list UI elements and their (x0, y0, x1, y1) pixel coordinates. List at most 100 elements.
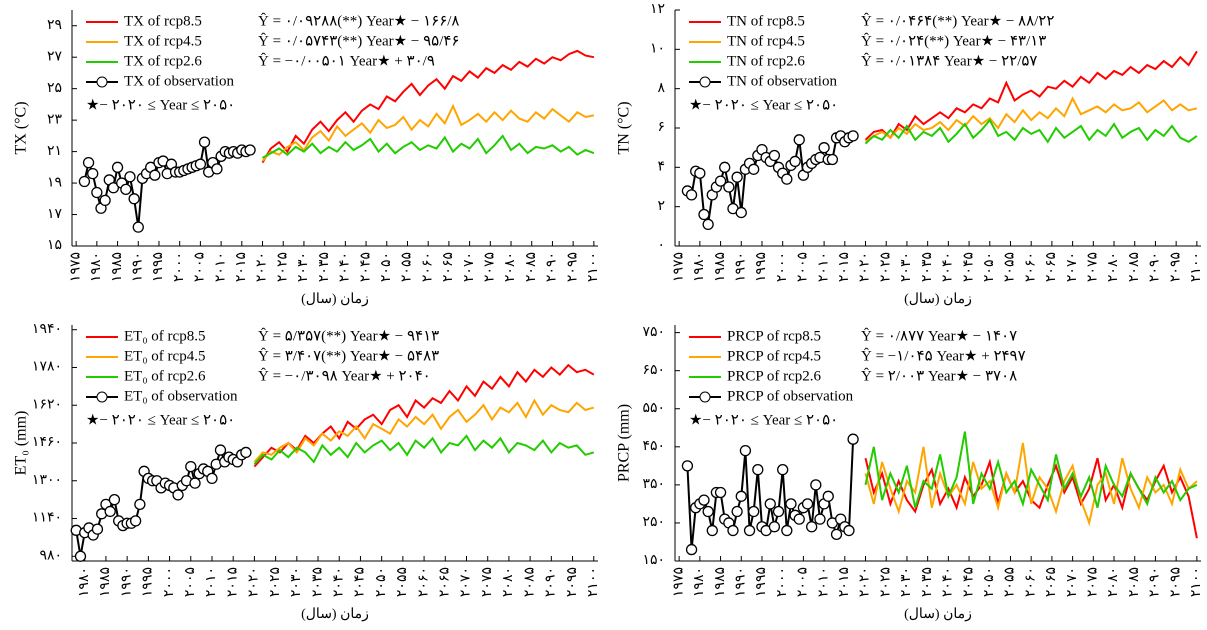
x-tick-label: ۲۰۵۰ (374, 567, 389, 597)
data-point (752, 463, 764, 476)
x-tick-label: ۲۰۸۵ (522, 567, 537, 597)
x-tick-label: ۲۰۹۰ (544, 567, 559, 597)
data-point (82, 156, 95, 169)
x-tick-label: ۱۹۸۵ (713, 567, 728, 597)
data-point (702, 505, 714, 518)
x-tick-label: ۱۹۸۵ (110, 252, 125, 282)
data-point (739, 444, 752, 457)
x-tick-label: ۲۰۴۵ (961, 252, 976, 282)
x-tick-label: ۲۰۵۵ (395, 567, 410, 597)
legend-label: ET₀ of rcp2.6 (124, 368, 206, 384)
data-point (810, 479, 822, 491)
legend-note: ★− ۲۰۲۰ ≤ Year ≤ ۲۰۵۰ (689, 412, 838, 428)
data-point (731, 171, 743, 183)
x-tick-label: ۲۰۲۰ (858, 252, 873, 282)
x-tick-label: ۲۰۹۰ (545, 252, 560, 282)
data-point (194, 158, 207, 170)
x-tick-label: ۱۹۷۵ (671, 252, 686, 282)
x-tick-label: ۱۹۹۵ (754, 567, 769, 597)
x-tick-label: ۲۰۴۰ (338, 252, 353, 282)
y-tick-label: ۷۵۰ (642, 325, 665, 340)
x-tick-label: ۲۰۰۵ (193, 252, 208, 282)
x-tick-label: ۲۰۷۰ (1065, 252, 1080, 282)
legend-marker (96, 391, 108, 403)
data-point (714, 486, 727, 499)
x-tick-label: ۲۰۲۰ (858, 567, 873, 597)
y-tick-label: ۶ (657, 120, 665, 135)
x-tick-label: ۲۰۸۰ (501, 567, 516, 597)
x-tick-label: ۲۰۳۵ (310, 567, 325, 597)
x-tick-label: ۲۰۲۵ (878, 252, 893, 282)
data-point (777, 463, 789, 476)
legend-label: TX of rcp4.5 (124, 33, 202, 49)
x-tick-label: ۲۰۴۵ (358, 252, 373, 282)
x-tick-label: ۲۰۵۵ (400, 252, 415, 282)
data-point (826, 153, 839, 166)
legend-equation: Ŷ = ۰/۰۲۴(**) Year★ − ۴۳/۱۳ (861, 32, 1046, 49)
y-tick-label: ۴۵۰ (642, 439, 665, 454)
data-point (108, 493, 121, 506)
data-point (822, 490, 834, 502)
y-tick-label: ۹۸۰ (39, 548, 62, 563)
x-tick-label: ۲۰۹۵ (1168, 252, 1183, 282)
data-point (723, 181, 735, 193)
x-tick-label: ۲۰۳۵ (317, 252, 332, 282)
y-tick-label: ۱۷۸۰ (32, 360, 62, 375)
x-tick-label: ۲۰۶۵ (1044, 252, 1059, 282)
y-tick-label: ۲۹ (47, 18, 62, 33)
data-point (198, 136, 211, 148)
x-tick-label: ۲۰۵۰ (982, 567, 997, 597)
legend-equation: Ŷ = ۰/۰۴۶۴(**) Year★ − ۸۸/۲۲ (861, 12, 1054, 29)
legend-label: ET₀ of rcp4.5 (124, 348, 205, 364)
data-point (714, 175, 727, 187)
x-tick-label: ۲۰۴۰ (941, 567, 956, 597)
y-tick-label: ۶۵۰ (642, 363, 665, 378)
legend-label: PRCP of rcp2.6 (727, 368, 822, 384)
x-tick-label: ۲۰۱۰ (213, 252, 228, 282)
data-point (781, 524, 793, 537)
x-tick-label: ۲۰۴۰ (331, 567, 346, 597)
x-tick-label: ۱۹۷۵ (671, 567, 686, 597)
x-tick-label: ۲۰۱۵ (837, 567, 852, 597)
x-axis-title: زمان (سال) (301, 292, 369, 307)
x-tick-label: ۱۹۸۰ (692, 567, 707, 597)
legend-equation: Ŷ = ۰/۸۷۷ Year★ − ۱۴۰۷ (861, 327, 1017, 344)
x-tick-label: ۱۹۹۰ (733, 252, 748, 282)
y-tick-label: ۱۹ (47, 175, 62, 190)
legend-note: ★− ۲۰۲۰ ≤ Year ≤ ۲۰۵۰ (86, 412, 235, 428)
data-point (743, 524, 756, 537)
x-tick-label: ۲۰۰۰ (172, 252, 187, 282)
x-tick-label: ۲۰۸۰ (503, 252, 518, 282)
y-tick-label: ۲ (657, 199, 665, 214)
y-tick-label: ۸ (657, 81, 665, 96)
series-line (262, 134, 595, 159)
y-tick-label: ۱۹۴۰ (32, 322, 62, 337)
data-point (104, 505, 116, 518)
y-tick-label: ۱۵۰ (642, 553, 665, 568)
x-tick-label: ۲۰۵۰ (982, 252, 997, 282)
y-tick-label: ۲۳ (47, 112, 63, 127)
data-point (698, 494, 710, 506)
data-point (214, 444, 227, 456)
data-point (172, 489, 184, 501)
x-tick-label: ۱۹۹۵ (141, 567, 156, 597)
data-point (91, 523, 104, 535)
series-line (864, 96, 1198, 143)
x-tick-label: ۱۹۸۵ (713, 252, 728, 282)
x-tick-label: ۲۰۳۵ (920, 252, 935, 282)
legend-label: TN of rcp4.5 (727, 33, 805, 49)
x-tick-label: ۲۰۳۰ (899, 567, 914, 597)
legend-label: PRCP of observation (727, 388, 854, 404)
x-tick-label: ۲۰۰۰ (162, 567, 177, 597)
data-point (685, 543, 698, 556)
data-point (694, 167, 706, 179)
data-point (244, 144, 256, 156)
panel: ۰ ۲ ۴ ۶ ۸ ۱۰ ۱۲ ۱۹۷۵ ۱۹۸۰ ۱۹۸۵ ۱۹۹۰ ۱۹۹۵ ۲۰۰۰ ۲۰۰۵ ۲۰۱… (616, 2, 1204, 307)
y-tick-label: ۱۲ (650, 2, 665, 17)
x-tick-label: ۲۰۶۰ (416, 567, 431, 597)
x-tick-label: ۲۰۲۵ (268, 567, 283, 597)
legend-equation: Ŷ = ۰/۰۹۲۸۸(**) Year★ − ۱۶۶/۸ (258, 12, 459, 29)
data-point (78, 175, 91, 188)
x-tick-label: ۱۹۹۰ (119, 567, 134, 597)
